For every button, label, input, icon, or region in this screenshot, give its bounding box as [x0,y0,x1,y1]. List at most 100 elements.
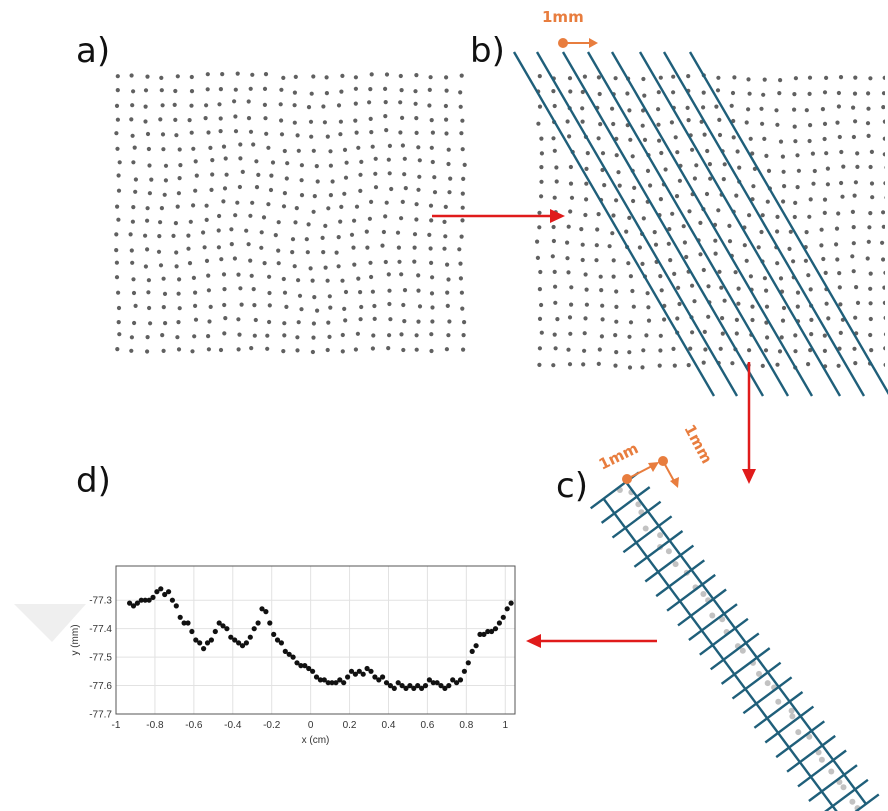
dot [796,168,802,173]
dot [296,320,301,325]
dot [614,350,619,355]
dot [177,147,182,152]
dot [267,274,272,279]
dot [688,346,693,351]
ladder-rung [720,647,771,685]
dot [417,174,422,179]
dot [114,103,120,108]
dot [538,269,543,275]
dot [584,181,589,186]
dot [566,347,571,352]
dot [235,71,240,76]
dot [343,175,349,180]
dot [808,348,813,353]
dot [750,304,755,309]
x-tick-label: -0.2 [263,720,281,731]
dot [128,232,133,237]
dot [883,315,885,320]
dot [265,333,270,338]
dot [865,256,870,261]
dot [852,91,858,96]
dot [429,218,434,223]
dot [398,130,403,135]
dot [746,77,751,82]
dot [163,163,169,168]
dot [177,176,182,181]
dot [369,199,374,204]
dot [205,72,210,77]
dot [734,317,740,322]
dot [380,243,385,248]
dot [628,274,634,279]
spacing-label-b: 1mm [542,8,584,26]
dot [325,134,330,139]
ladder-rung [677,588,727,627]
dot [193,188,198,193]
dot [322,120,327,125]
dot [429,118,434,123]
dot [114,275,120,280]
dot [777,91,782,96]
dot [353,101,358,106]
dot [737,165,742,170]
dot [759,106,764,111]
dot [444,75,449,80]
data-point [473,643,479,649]
dot [116,305,122,311]
data-point [169,597,175,603]
dot [279,118,284,123]
x-tick-label: 1 [502,720,508,731]
data-point [201,646,207,652]
dot [537,210,542,215]
y-axis-label: y (mm) [70,624,81,655]
dot [539,165,544,170]
dot [565,256,570,261]
dot [883,346,885,351]
dot [687,209,692,214]
dot [883,270,885,275]
dot [868,271,873,276]
dot [204,203,209,208]
dot [539,330,544,335]
dot [551,363,556,368]
dot [252,333,257,338]
dot [321,250,326,255]
dot [428,203,434,208]
dot [267,303,272,308]
dot [430,305,435,310]
dot [722,298,727,303]
dot [163,178,168,183]
data-point [255,620,261,626]
dot [219,257,224,262]
dot [133,177,138,182]
dot [569,285,574,290]
dot [580,119,585,124]
dot [205,87,210,92]
dot [624,229,629,234]
ladder-rung [753,691,804,729]
dot [793,200,798,205]
data-point [162,591,168,598]
dot [567,134,572,139]
dot [823,270,828,275]
dot [537,346,543,351]
dot [882,300,885,305]
data-point [321,677,327,683]
dot [682,240,688,245]
dot [373,185,379,190]
data-point [228,634,234,640]
dot [851,241,856,246]
dot [646,305,651,310]
dot [402,156,407,161]
dot [869,181,875,186]
dot [748,136,753,141]
dot [780,318,786,323]
dot [580,106,585,111]
ladder-rung [699,617,749,656]
dot [793,333,798,338]
dot [702,329,707,334]
dot [358,317,363,322]
dot [372,316,377,321]
dot [158,263,164,268]
dot [359,159,364,164]
